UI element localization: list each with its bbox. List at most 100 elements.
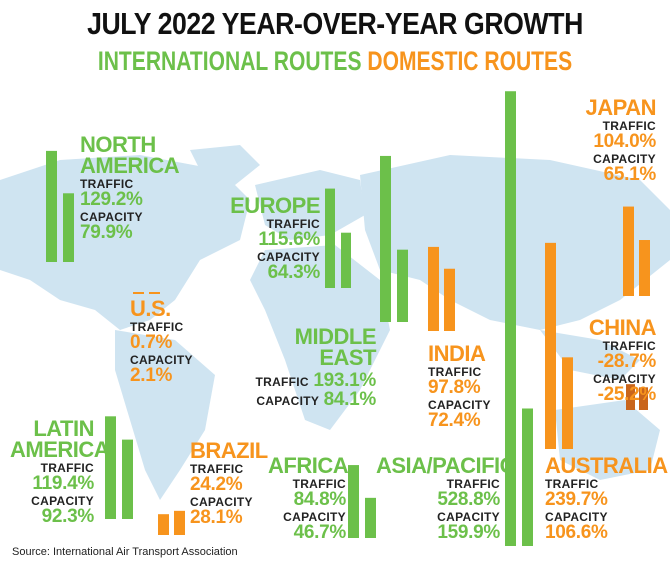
traffic-label: TRAFFIC: [428, 365, 482, 379]
bar-latin-america-capacity: [122, 439, 133, 519]
region-europe: EUROPE TRAFFIC 115.6% CAPACITY 64.3%: [230, 193, 321, 283]
region-china: CHINA TRAFFIC -28.7% CAPACITY -25.2%: [566, 315, 657, 405]
traffic-label: TRAFFIC: [602, 119, 656, 133]
traffic-label: TRAFFIC: [602, 339, 656, 353]
bar-asia-pacific-capacity: [522, 408, 533, 546]
map-greenland: [190, 145, 260, 185]
map-africa: [250, 245, 390, 430]
traffic-label: TRAFFIC: [255, 375, 309, 389]
legend: INTERNATIONAL ROUTES DOMESTIC ROUTES: [74, 46, 597, 77]
traffic-value: 129.2%: [80, 189, 143, 210]
bar-middle-east-traffic: [380, 155, 391, 322]
bar-japan-traffic: [623, 206, 634, 296]
region-latin-america: LATIN AMERICA TRAFFIC 119.4% CAPACITY 92…: [10, 416, 110, 527]
region-brazil: BRAZIL TRAFFIC 24.2% CAPACITY 28.1%: [190, 438, 268, 528]
region-australia: AUSTRALIA TRAFFIC 239.7% CAPACITY 106.6%: [545, 453, 668, 543]
capacity-label: CAPACITY: [130, 353, 193, 367]
capacity-label: CAPACITY: [283, 510, 346, 524]
traffic-value: 119.4%: [32, 473, 94, 494]
traffic-label: TRAFFIC: [292, 477, 346, 491]
capacity-value: 46.7%: [293, 522, 347, 543]
capacity-value: 2.1%: [130, 365, 173, 386]
map-north-america: [0, 155, 250, 330]
map-southeast-asia: [540, 330, 640, 380]
bar-africa-capacity: [365, 497, 376, 538]
region-india: INDIA TRAFFIC 97.8% CAPACITY 72.4%: [428, 343, 491, 431]
region-name: NORTH AMERICA: [80, 132, 180, 178]
map-south-america: [115, 330, 215, 500]
region-name: EUROPE: [230, 193, 320, 218]
capacity-value: 64.3%: [267, 262, 321, 283]
bar-brazil-capacity: [174, 510, 185, 535]
capacity-label: CAPACITY: [257, 250, 320, 264]
capacity-value: 72.4%: [428, 410, 481, 431]
capacity-label: CAPACITY: [80, 210, 143, 224]
bar-india-capacity: [444, 268, 455, 331]
traffic-label: TRAFFIC: [130, 320, 184, 334]
bar-europe-traffic: [325, 188, 335, 288]
bar-china-traffic: [626, 384, 635, 410]
bar-india-traffic: [428, 246, 439, 331]
traffic-label: TRAFFIC: [266, 217, 320, 231]
capacity-label: CAPACITY: [190, 495, 253, 509]
chart-title: JULY 2022 YEAR-OVER-YEAR GROWTH: [87, 6, 583, 41]
bar-asia-pacific-traffic: [505, 91, 516, 547]
traffic-value: 528.8%: [437, 489, 500, 510]
capacity-value: 106.6%: [545, 522, 608, 543]
bar-europe-capacity: [341, 232, 351, 288]
bar-us-capacity: [149, 292, 160, 294]
bar-latin-america-traffic: [105, 416, 116, 519]
capacity-value: 79.9%: [80, 222, 133, 243]
traffic-label: TRAFFIC: [446, 477, 500, 491]
bar-china-capacity: [639, 387, 648, 410]
capacity-label: CAPACITY: [545, 510, 608, 524]
region-name: MIDDLE EAST: [294, 324, 377, 370]
capacity-value: 84.1%: [323, 389, 377, 410]
source-note: Source: International Air Transport Asso…: [12, 546, 238, 558]
capacity-label: CAPACITY: [593, 372, 656, 386]
capacity-label: CAPACITY: [31, 494, 94, 508]
traffic-value: 24.2%: [190, 474, 243, 495]
region-asia-pacific: ASIA/PACIFIC TRAFFIC 528.8% CAPACITY 159…: [376, 453, 516, 543]
bar-australia-capacity: [562, 357, 573, 449]
region-name: LATIN AMERICA: [10, 416, 110, 462]
traffic-label: TRAFFIC: [80, 177, 134, 191]
region-name: CHINA: [588, 315, 657, 340]
region-japan: JAPAN TRAFFIC 104.0% CAPACITY 65.1%: [570, 95, 657, 185]
bar-middle-east-capacity: [397, 249, 408, 322]
traffic-label: TRAFFIC: [545, 477, 599, 491]
capacity-value: 92.3%: [41, 506, 95, 527]
region-name: AUSTRALIA: [545, 453, 668, 478]
capacity-value: -25.2%: [597, 384, 657, 405]
bar-north-america-capacity: [63, 193, 74, 262]
capacity-label: CAPACITY: [593, 152, 656, 166]
region-name: AFRICA: [268, 453, 349, 478]
legend-domestic: DOMESTIC ROUTES: [367, 46, 573, 76]
region-name: JAPAN: [585, 95, 657, 120]
traffic-value: 104.0%: [593, 131, 656, 152]
region-name: ASIA/PACIFIC: [376, 453, 516, 478]
region-us: U.S. TRAFFIC 0.7% CAPACITY 2.1%: [130, 296, 193, 386]
region-name: BRAZIL: [190, 438, 268, 463]
capacity-value: 65.1%: [603, 164, 657, 185]
region-middle-east: MIDDLE EAST TRAFFIC 193.1% CAPACITY 84.1…: [236, 324, 377, 410]
map-europe: [255, 170, 365, 240]
region-africa: AFRICA TRAFFIC 84.8% CAPACITY 46.7%: [268, 453, 349, 543]
traffic-value: 97.8%: [428, 377, 481, 398]
traffic-value: 115.6%: [258, 229, 320, 250]
traffic-value: -28.7%: [597, 351, 657, 372]
bar-brazil-traffic: [158, 514, 169, 535]
region-name: U.S.: [130, 296, 171, 321]
capacity-value: 159.9%: [437, 522, 500, 543]
capacity-label: CAPACITY: [437, 510, 500, 524]
capacity-label: CAPACITY: [256, 394, 320, 408]
map-australia: [555, 400, 660, 480]
capacity-value: 28.1%: [190, 507, 243, 528]
traffic-label: TRAFFIC: [190, 462, 244, 476]
bar-north-america-traffic: [46, 150, 57, 262]
capacity-label: CAPACITY: [428, 398, 491, 412]
bar-us-traffic: [133, 292, 144, 294]
traffic-value: 0.7%: [130, 332, 173, 353]
traffic-value: 84.8%: [293, 489, 347, 510]
